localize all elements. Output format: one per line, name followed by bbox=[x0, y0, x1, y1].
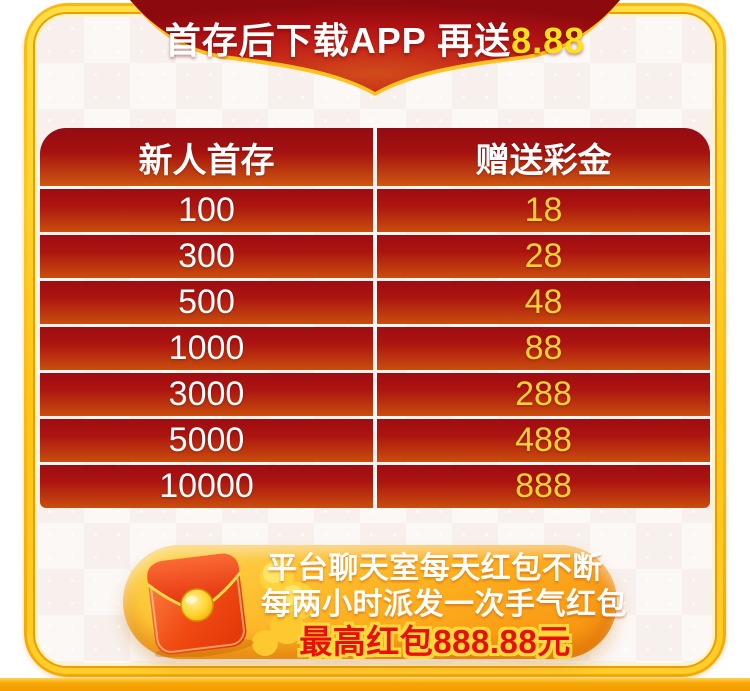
table-row: 100 18 bbox=[40, 189, 710, 232]
deposit-cell: 100 bbox=[40, 189, 373, 232]
top-banner[interactable]: 首存后下载APP 再送8.88 bbox=[130, 0, 620, 108]
deposit-cell: 500 bbox=[40, 281, 373, 324]
chat-promo-line-1: 平台聊天室每天红包不断 bbox=[267, 552, 603, 585]
banner-headline-prefix: 首存后下载APP 再送 bbox=[164, 20, 512, 61]
bonus-cell: 48 bbox=[377, 281, 710, 324]
bonus-cell: 18 bbox=[377, 189, 710, 232]
bonus-cell: 488 bbox=[377, 419, 710, 462]
table-header-deposit: 新人首存 bbox=[40, 128, 373, 186]
bonus-cell: 288 bbox=[377, 373, 710, 416]
table-header-row: 新人首存 赠送彩金 bbox=[40, 128, 710, 186]
deposit-cell: 10000 bbox=[40, 465, 373, 508]
banner-headline-amount: 8.88 bbox=[511, 20, 586, 61]
banner-ribbon bbox=[130, 0, 620, 96]
chat-promo-line-2: 每两小时派发一次手气红包 bbox=[261, 588, 627, 621]
red-envelope-text-block: 平台聊天室每天红包不断 每两小时派发一次手气红包 最高红包888.88元 bbox=[261, 551, 627, 661]
max-redpacket-text: 最高红包888.88元 bbox=[299, 623, 571, 660]
bottom-gold-bar bbox=[0, 678, 750, 691]
deposit-cell: 5000 bbox=[40, 419, 373, 462]
table-row: 500 48 bbox=[40, 281, 710, 324]
banner-headline: 首存后下载APP 再送8.88 bbox=[130, 12, 620, 64]
bonus-cell: 88 bbox=[377, 327, 710, 370]
gold-blob bbox=[252, 560, 316, 656]
table-row: 3000 288 bbox=[40, 373, 710, 416]
table-header-bonus: 赠送彩金 bbox=[377, 128, 710, 186]
red-envelope-banner[interactable]: 平台聊天室每天红包不断 每两小时派发一次手气红包 最高红包888.88元 bbox=[123, 545, 627, 661]
bonus-cell: 28 bbox=[377, 235, 710, 278]
table-row: 300 28 bbox=[40, 235, 710, 278]
bonus-cell: 888 bbox=[377, 465, 710, 508]
table-row: 1000 88 bbox=[40, 327, 710, 370]
deposit-cell: 3000 bbox=[40, 373, 373, 416]
table-row: 5000 488 bbox=[40, 419, 710, 462]
deposit-cell: 300 bbox=[40, 235, 373, 278]
deposit-cell: 1000 bbox=[40, 327, 373, 370]
table-row: 10000 888 bbox=[40, 465, 710, 508]
deposit-bonus-table: 新人首存 赠送彩金 100 18 300 28 500 48 1000 88 3… bbox=[40, 128, 710, 508]
envelope bbox=[146, 553, 254, 657]
red-envelope-icon bbox=[146, 553, 316, 657]
